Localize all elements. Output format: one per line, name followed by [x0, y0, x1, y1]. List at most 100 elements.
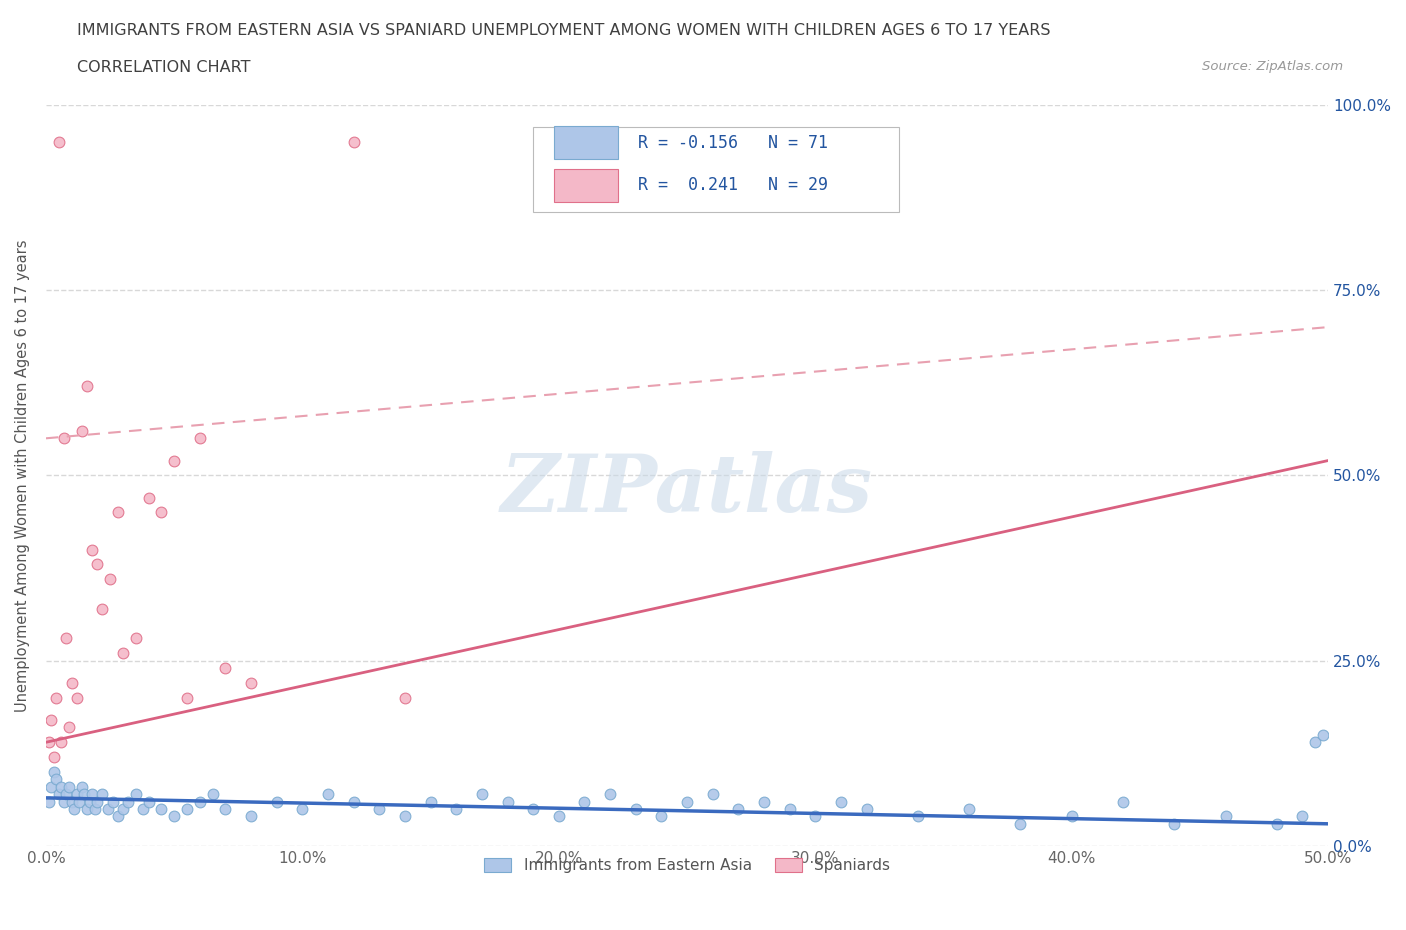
Point [1305, 735, 1327, 750]
Point [51, 735, 73, 750]
Point [804, 809, 827, 824]
Point [52, 794, 75, 809]
Point [163, 453, 186, 468]
Point [82, 787, 104, 802]
Point [291, 802, 314, 817]
Point [176, 690, 198, 705]
Legend: Immigrants from Eastern Asia, Spaniards: Immigrants from Eastern Asia, Spaniards [478, 852, 897, 879]
Point [60, 675, 83, 690]
Point [343, 794, 366, 809]
Point [176, 802, 198, 817]
Point [76, 379, 98, 393]
Text: ZIPatlas: ZIPatlas [501, 451, 873, 529]
Point [368, 802, 391, 817]
Point [394, 690, 416, 705]
Point [91, 787, 114, 802]
Point [101, 794, 124, 809]
Point [138, 794, 160, 809]
Point [86, 794, 108, 809]
Point [1163, 817, 1185, 831]
Point [55, 787, 77, 802]
Point [38, 794, 60, 809]
Text: R = -0.156   N = 71: R = -0.156 N = 71 [638, 134, 828, 152]
Point [58, 720, 80, 735]
Point [446, 802, 468, 817]
Point [150, 505, 173, 520]
Point [107, 505, 129, 520]
Point [316, 787, 339, 802]
Point [48, 787, 70, 802]
Point [66, 690, 89, 705]
Point [150, 802, 173, 817]
Point [343, 134, 366, 149]
Point [138, 490, 160, 505]
Point [132, 802, 155, 817]
Text: IMMIGRANTS FROM EASTERN ASIA VS SPANIARD UNEMPLOYMENT AMONG WOMEN WITH CHILDREN : IMMIGRANTS FROM EASTERN ASIA VS SPANIARD… [77, 23, 1050, 38]
Text: R =  0.241   N = 29: R = 0.241 N = 29 [638, 177, 828, 194]
Point [73, 787, 96, 802]
Point [214, 660, 236, 675]
Point [98, 572, 121, 587]
Point [107, 809, 129, 824]
Point [83, 802, 105, 817]
Point [38, 735, 60, 750]
Point [240, 675, 263, 690]
Point [86, 557, 108, 572]
Point [214, 802, 236, 817]
Point [830, 794, 852, 809]
Point [58, 779, 80, 794]
Point [752, 794, 775, 809]
Point [70, 779, 93, 794]
Point [60, 794, 83, 809]
Point [727, 802, 749, 817]
Point [266, 794, 288, 809]
Point [48, 134, 70, 149]
Point [70, 423, 93, 438]
Point [82, 542, 104, 557]
Point [496, 794, 519, 809]
Point [163, 809, 186, 824]
Point [45, 772, 67, 787]
Point [624, 802, 647, 817]
Point [574, 794, 596, 809]
Text: CORRELATION CHART: CORRELATION CHART [77, 60, 250, 75]
Point [547, 809, 569, 824]
Point [66, 787, 89, 802]
Point [188, 431, 211, 445]
Point [51, 779, 73, 794]
Point [1265, 817, 1288, 831]
Point [522, 802, 544, 817]
Point [779, 802, 801, 817]
Point [702, 787, 724, 802]
Point [117, 794, 139, 809]
Point [201, 787, 224, 802]
Point [39, 779, 62, 794]
Point [125, 631, 148, 646]
Point [957, 802, 980, 817]
Point [55, 631, 77, 646]
Point [394, 809, 416, 824]
Bar [554, 126, 617, 159]
Point [855, 802, 877, 817]
FancyBboxPatch shape [533, 126, 898, 212]
Point [52, 431, 75, 445]
Point [42, 750, 65, 764]
Bar [554, 168, 617, 202]
Point [1215, 809, 1237, 824]
Point [188, 794, 211, 809]
Point [63, 802, 86, 817]
Text: Source: ZipAtlas.com: Source: ZipAtlas.com [1202, 60, 1343, 73]
Point [1312, 727, 1334, 742]
Point [125, 787, 148, 802]
Point [79, 794, 101, 809]
Y-axis label: Unemployment Among Women with Children Ages 6 to 17 years: Unemployment Among Women with Children A… [15, 239, 30, 711]
Point [1010, 817, 1032, 831]
Point [1060, 809, 1083, 824]
Point [91, 602, 114, 617]
Point [676, 794, 699, 809]
Point [42, 764, 65, 779]
Point [96, 802, 118, 817]
Point [1112, 794, 1135, 809]
Point [599, 787, 621, 802]
Point [471, 787, 494, 802]
